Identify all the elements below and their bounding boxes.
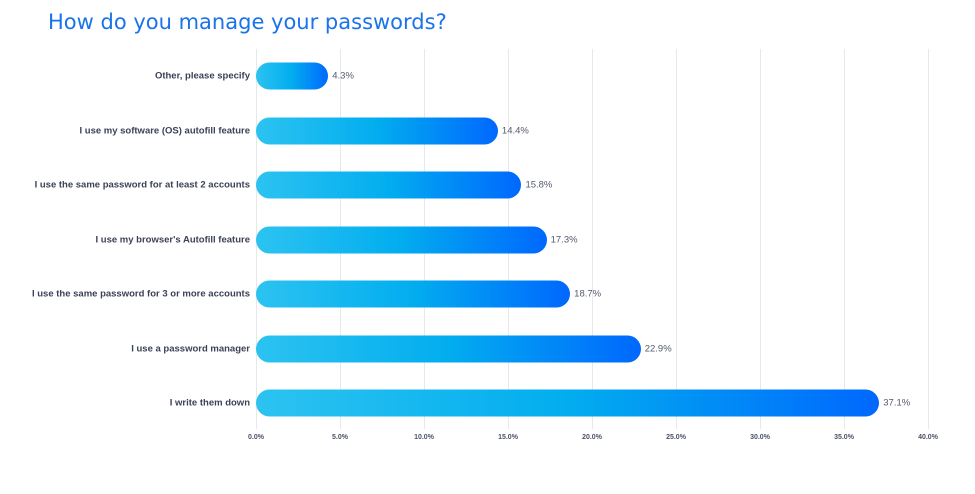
value-label: 4.3%: [332, 70, 354, 82]
gridline: [676, 49, 677, 429]
category-label: I use my software (OS) autofill feature: [79, 125, 250, 137]
bar[interactable]: [256, 226, 547, 254]
bar[interactable]: [256, 171, 522, 199]
value-label: 15.8%: [525, 179, 553, 191]
x-tick-label: 15.0%: [498, 434, 518, 441]
x-tick-label: 20.0%: [582, 434, 602, 441]
value-label: 37.1%: [883, 397, 911, 409]
bar[interactable]: [256, 62, 329, 90]
value-label: 18.7%: [574, 288, 602, 300]
x-tick-label: 0.0%: [248, 434, 264, 441]
category-label: I use a password manager: [131, 343, 250, 355]
value-label: 17.3%: [550, 234, 578, 246]
x-tick-label: 40.0%: [918, 434, 938, 441]
gridline: [760, 49, 761, 429]
x-tick-label: 35.0%: [834, 434, 854, 441]
category-label: I use the same password for 3 or more ac…: [31, 288, 250, 300]
bar[interactable]: [256, 389, 880, 417]
bar[interactable]: [256, 117, 498, 145]
gridline: [844, 49, 845, 429]
chart-title: How do you manage your passwords?: [48, 10, 447, 34]
category-label: I use the same password for at least 2 a…: [34, 179, 250, 191]
gridline: [592, 49, 593, 429]
value-label: 14.4%: [501, 125, 529, 137]
bar[interactable]: [256, 280, 571, 308]
x-tick-label: 10.0%: [414, 434, 434, 441]
x-tick-label: 30.0%: [750, 434, 770, 441]
category-label: I write them down: [169, 397, 250, 409]
category-label: Other, please specify: [154, 70, 250, 82]
category-label: I use my browser's Autofill feature: [95, 234, 250, 246]
x-tick-label: 5.0%: [332, 434, 348, 441]
value-label: 22.9%: [644, 343, 672, 355]
x-tick-label: 25.0%: [666, 434, 686, 441]
bar[interactable]: [256, 335, 641, 363]
gridline: [928, 49, 929, 429]
